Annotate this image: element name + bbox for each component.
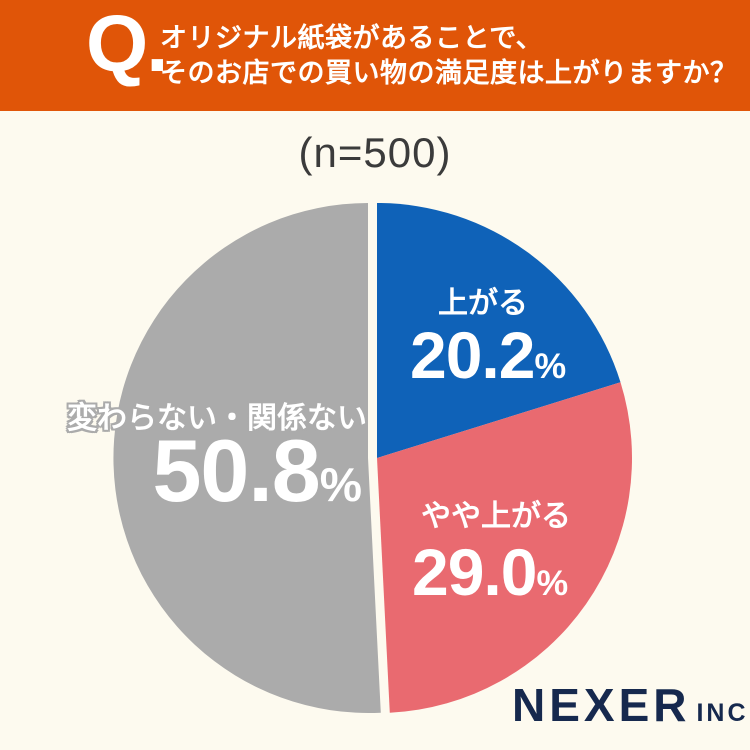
pie-slice-1 [377, 382, 633, 713]
percent-sign: % [319, 459, 362, 512]
pie-slice-0 [377, 203, 621, 458]
slice-label-kawaranai: 変わらない・関係ない [67, 402, 367, 435]
slice-percent-kawaranai: 50.8 [152, 421, 320, 520]
logo-suffix: INC. [696, 699, 750, 727]
question-line-2: そのお店での買い物の満足度は上がりますか？ [160, 58, 738, 88]
question-header: Q. オリジナル紙袋があることで、 そのお店での買い物の満足度は上がりますか？ [0, 0, 750, 111]
slice-value-kawaranai: 50.8% [152, 427, 362, 515]
sample-size-label: (n=500) [298, 129, 452, 176]
percent-sign: % [536, 563, 569, 603]
slice-value-yaya-agaru: 29.0% [412, 539, 568, 605]
question-text: オリジナル紙袋があることで、 そのお店での買い物の満足度は上がりますか？ [160, 21, 738, 91]
question-line-1: オリジナル紙袋があることで、 [160, 23, 544, 53]
slice-value-agaru: 20.2% [410, 322, 566, 388]
slice-percent-agaru: 20.2 [410, 318, 535, 392]
slice-percent-yaya-agaru: 29.0 [412, 535, 537, 609]
slice-label-agaru: 上がる [438, 287, 528, 320]
percent-sign: % [534, 346, 567, 386]
pie-slice-2 [113, 203, 381, 713]
nexer-logo: NEXER INC. [512, 682, 750, 728]
logo-name: NEXER [512, 679, 691, 731]
slice-label-yaya-agaru: やや上がる [421, 500, 571, 533]
q-mark: Q. [86, 0, 168, 88]
